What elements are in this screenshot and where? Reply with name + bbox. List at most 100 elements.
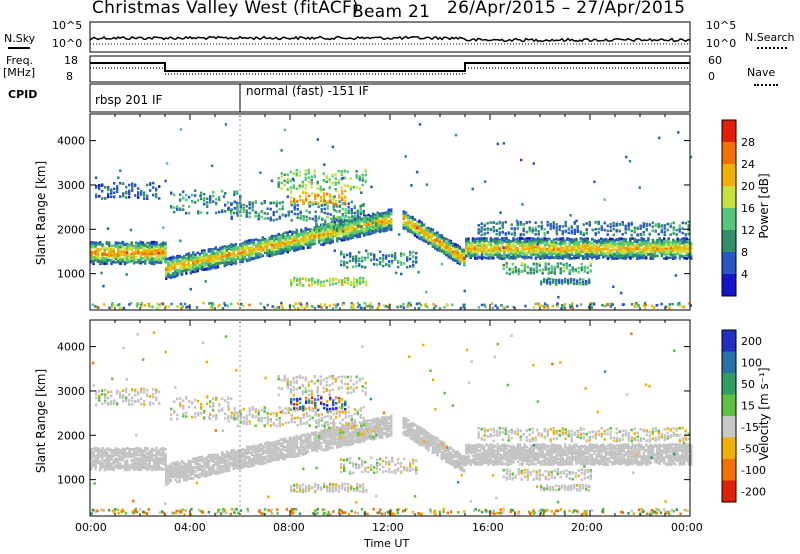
scatter-cell: [528, 256, 531, 259]
freq-unit: [MHz]: [3, 66, 36, 79]
scatter-cell: [117, 251, 120, 254]
scatter-cell: [620, 247, 623, 250]
scatter-cell: [214, 255, 217, 259]
scatter-cell: [313, 242, 316, 245]
scatter-cell: [237, 247, 240, 250]
scatter-cell: [387, 214, 391, 217]
scatter-cell: [203, 265, 206, 268]
scatter-cell: [376, 216, 379, 219]
scatter-cell: [496, 248, 499, 251]
scatter-cell: [461, 257, 464, 261]
scatter-cell: [431, 232, 435, 235]
scatter-cell: [245, 212, 248, 216]
scatter-cell: [445, 251, 448, 254]
scatter-cell: [219, 250, 222, 253]
scatter-cell: [631, 247, 634, 251]
scatter-cell: [140, 189, 143, 193]
scatter-cell: [452, 258, 455, 262]
scatter-cell: [575, 251, 578, 255]
scatter-cell: [485, 256, 488, 260]
scatter-cell: [261, 254, 265, 258]
scatter-cell: [483, 237, 486, 240]
scatter-cell: [487, 249, 490, 252]
scatter-cell: [293, 241, 296, 245]
scatter-cell: [113, 195, 116, 199]
scatter-cell: [119, 262, 122, 265]
scatter-cell: [559, 242, 562, 245]
scatter-cell: [328, 185, 331, 189]
scatter-cell: [275, 200, 278, 204]
scatter-cell: [212, 261, 215, 264]
scatter-cell: [561, 238, 565, 241]
scatter-cell: [309, 229, 312, 233]
scatter-cell: [543, 249, 547, 252]
scatter-cell: [329, 233, 332, 236]
scatter-cell: [212, 252, 215, 255]
scatter-cell: [323, 199, 326, 202]
scatter-cell: [367, 227, 370, 231]
scatter-cell: [174, 263, 177, 267]
scatter-cell: [436, 248, 439, 252]
scatter-cell: [99, 241, 102, 244]
freq-line: [90, 62, 690, 72]
scatter-cell: [342, 238, 346, 242]
scatter-cell: [344, 199, 347, 203]
scatter-cell: [338, 237, 341, 240]
scatter-cell: [210, 265, 213, 268]
scatter-cell: [507, 247, 511, 251]
scatter-cell: [568, 237, 571, 241]
scatter-cell: [440, 247, 444, 250]
scatter-cell: [510, 247, 513, 251]
scatter-cell: [494, 250, 497, 254]
scatter-cell: [277, 177, 280, 180]
scatter-cell: [114, 261, 118, 264]
scatter-cell: [672, 245, 675, 248]
scatter-cell: [187, 263, 190, 267]
scatter-cell: [245, 215, 248, 218]
scatter-cell: [319, 185, 322, 189]
scatter-cell: [174, 268, 177, 272]
scatter-cell: [351, 232, 355, 235]
scatter-cell: [322, 241, 325, 245]
scatter-cell: [620, 243, 623, 247]
scatter-cell: [347, 209, 350, 213]
scatter-cell: [126, 257, 129, 260]
scatter-cell: [561, 256, 565, 259]
scatter-cell: [387, 215, 391, 219]
scatter-cell: [110, 195, 113, 199]
scatter-cell: [672, 254, 675, 257]
scatter-cell: [344, 202, 347, 206]
scatter-cell: [257, 217, 260, 221]
scatter-cell: [485, 250, 488, 254]
scatter-cell: [122, 182, 125, 185]
scatter-cell: [139, 261, 142, 265]
scatter-cell: [116, 185, 119, 188]
scatter-cell: [234, 261, 238, 265]
scatter-cell: [324, 238, 328, 241]
scatter-cell: [92, 262, 95, 266]
scatter-cell: [295, 234, 298, 237]
scatter-cell: [338, 210, 341, 213]
scatter-cell: [252, 249, 256, 252]
scatter-cell: [374, 220, 377, 223]
scatter-cell: [112, 247, 115, 251]
scatter-cell: [358, 225, 361, 228]
scatter-cell: [325, 180, 328, 184]
scatter-cell: [192, 257, 195, 261]
scatter-cell: [586, 247, 589, 251]
scatter-cell: [252, 243, 256, 246]
scatter-cell: [422, 233, 426, 236]
scatter-cell: [383, 218, 386, 221]
scatter-cell: [260, 202, 263, 205]
scatter-cell: [281, 207, 284, 211]
scatter-cell: [98, 184, 101, 187]
scatter-cell: [295, 248, 298, 252]
scatter-cell: [112, 252, 115, 255]
scatter-cell: [606, 252, 610, 255]
scatter-cell: [445, 241, 448, 245]
scatter-cell: [471, 239, 475, 243]
scatter-cell: [602, 255, 605, 259]
scatter-cell: [548, 237, 551, 241]
scatter-cell: [573, 256, 576, 260]
scatter-cell: [474, 238, 477, 241]
